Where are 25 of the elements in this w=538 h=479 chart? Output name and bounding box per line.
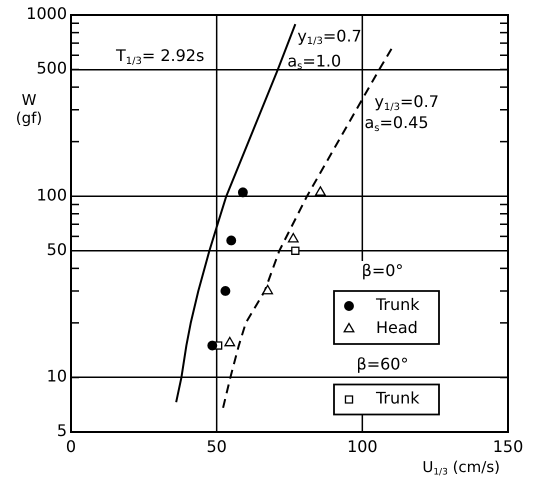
x-tick-label: 50	[206, 436, 227, 456]
y-tick-label: 10	[46, 366, 67, 386]
y-tick-label: 50	[46, 240, 67, 259]
point	[220, 286, 230, 296]
y-tick-label: 100	[36, 185, 67, 204]
point	[226, 236, 236, 246]
annotation: β=60°	[356, 354, 408, 374]
y-tick-label: 1000	[26, 4, 67, 24]
point	[288, 232, 299, 242]
point	[207, 340, 218, 350]
x-tick-label: 0	[66, 436, 76, 456]
y-tick-label: 5	[56, 421, 67, 440]
point	[238, 187, 248, 198]
y-tick-label: 500	[36, 58, 67, 78]
point	[224, 336, 236, 346]
legend-label: Trunk	[375, 295, 420, 314]
point	[314, 186, 326, 196]
point	[291, 246, 300, 255]
legend-label: Trunk	[375, 388, 420, 408]
point	[262, 284, 274, 294]
legend-label: Head	[376, 318, 418, 338]
x-tick-label: 150	[492, 436, 524, 456]
y-axis-title: W (gf)	[16, 90, 42, 127]
annotation: β=0°	[362, 261, 404, 280]
x-tick-label: 100	[347, 436, 378, 456]
